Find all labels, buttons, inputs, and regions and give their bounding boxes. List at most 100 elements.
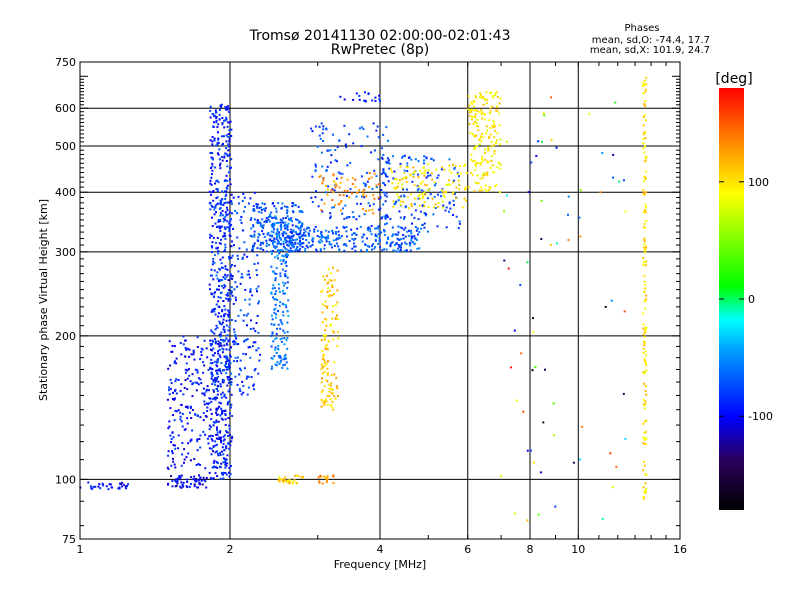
data-point: [278, 249, 281, 252]
data-point: [295, 218, 297, 221]
data-point: [218, 436, 221, 439]
data-point: [642, 256, 645, 259]
data-point: [220, 393, 223, 396]
data-point: [301, 476, 304, 479]
data-point: [218, 465, 221, 468]
data-point: [270, 211, 273, 214]
data-point: [490, 91, 493, 94]
data-point: [230, 286, 233, 289]
data-point: [424, 213, 427, 216]
data-point: [395, 178, 398, 181]
y-tick-label: 600: [55, 102, 76, 115]
data-point: [286, 331, 289, 333]
data-point: [642, 312, 645, 315]
data-point: [642, 398, 645, 401]
data-point: [319, 174, 322, 177]
data-point: [221, 446, 224, 449]
data-point: [226, 180, 229, 182]
data-point: [375, 175, 378, 178]
data-point: [336, 301, 339, 304]
data-point: [642, 496, 645, 499]
data-point: [201, 392, 204, 395]
data-point: [333, 395, 336, 398]
data-point: [321, 377, 323, 380]
x-tick-label: 10: [571, 543, 585, 556]
data-point: [645, 490, 647, 493]
data-point: [227, 121, 230, 124]
data-point: [296, 249, 299, 252]
data-point: [417, 233, 419, 236]
data-point: [423, 201, 426, 204]
data-point: [210, 372, 213, 375]
data-point: [325, 400, 328, 403]
x-tick-label: 1: [77, 543, 84, 556]
data-point: [212, 466, 215, 469]
data-point: [336, 269, 339, 272]
data-point: [215, 421, 218, 424]
data-point: [463, 197, 466, 200]
data-point: [229, 273, 232, 276]
data-point: [644, 160, 647, 163]
data-point: [294, 231, 297, 234]
data-point: [212, 158, 214, 161]
data-point: [227, 133, 230, 136]
data-point: [217, 315, 220, 318]
data-point: [240, 393, 243, 396]
data-point: [229, 235, 232, 238]
data-point: [473, 109, 476, 112]
data-point: [433, 195, 436, 198]
data-point: [209, 367, 211, 370]
data-point: [227, 329, 230, 332]
data-point: [223, 355, 226, 358]
data-point: [273, 308, 276, 311]
data-point: [281, 202, 284, 205]
data-point: [314, 125, 317, 128]
data-point: [505, 140, 508, 143]
data-point: [176, 477, 179, 480]
data-point: [396, 193, 399, 196]
data-point: [224, 152, 227, 155]
data-point: [324, 236, 327, 239]
data-point: [329, 384, 332, 387]
data-point: [236, 285, 239, 288]
data-point: [203, 403, 206, 406]
data-point: [254, 330, 257, 333]
data-point: [214, 440, 217, 443]
data-point: [202, 430, 205, 433]
data-point: [222, 381, 225, 384]
data-point: [352, 232, 355, 235]
data-point: [314, 196, 317, 199]
data-point: [473, 190, 476, 193]
data-point: [417, 218, 420, 221]
data-point: [642, 115, 645, 118]
data-point: [287, 244, 290, 247]
data-point: [477, 129, 480, 132]
data-point: [458, 222, 461, 225]
data-point: [279, 218, 282, 221]
data-point: [324, 398, 327, 401]
data-point: [643, 438, 646, 441]
data-point: [281, 289, 284, 292]
data-point: [283, 225, 286, 228]
data-point: [356, 191, 359, 194]
chart-title: Tromsø 20141130 02:00:00-02:01:43: [249, 28, 511, 44]
data-point: [118, 486, 121, 489]
data-point: [394, 244, 396, 246]
data-point: [291, 244, 294, 247]
data-point: [389, 245, 392, 248]
data-point: [222, 439, 225, 442]
data-point: [186, 486, 189, 489]
colorbar-tick-label: 100: [748, 176, 769, 189]
data-point: [225, 372, 228, 375]
data-point: [275, 352, 278, 354]
data-point: [180, 383, 183, 386]
data-point: [354, 237, 357, 240]
data-point: [193, 485, 196, 488]
data-point: [390, 242, 393, 244]
data-point: [285, 339, 288, 342]
data-point: [327, 294, 330, 297]
data-point: [225, 275, 228, 278]
data-point: [289, 239, 292, 241]
data-point: [226, 165, 229, 168]
data-point: [400, 242, 403, 245]
